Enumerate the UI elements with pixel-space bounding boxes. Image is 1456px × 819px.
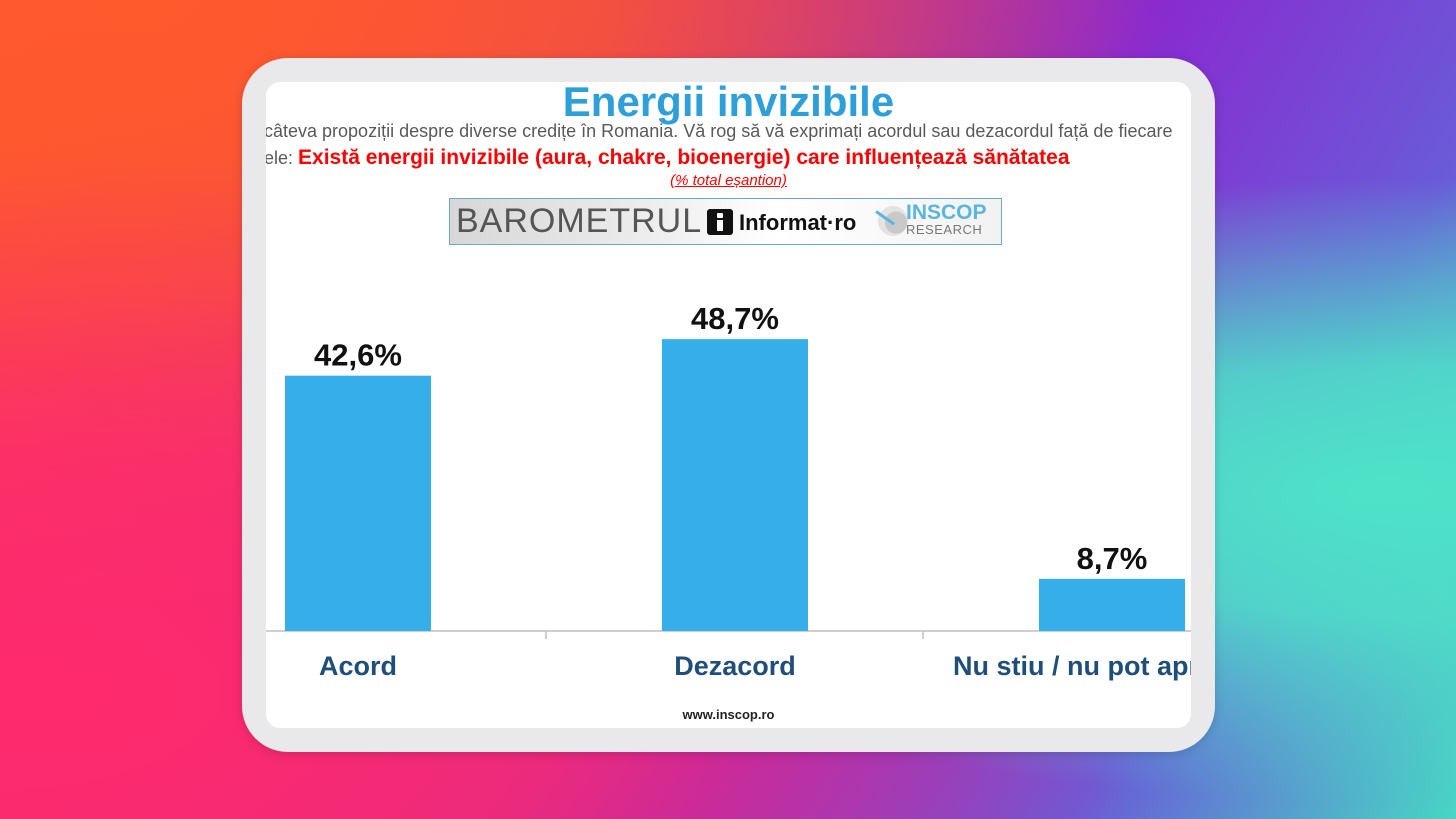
category-label-1: Dezacord [674,651,796,681]
statement-prefix: ele: [266,148,299,168]
category-label-2: Nu stiu / nu pot aprecia [953,651,1191,681]
informat-icon [707,209,733,235]
data-label-1: 48,7% [691,301,779,336]
barometrul-logo: BAROMETRUL [456,202,703,240]
informat-logo: Informat·ro [739,210,857,235]
inscop-logo: INSCOP [906,201,987,224]
bar-0 [285,375,431,631]
bar-1 [662,339,808,631]
slide-screen: Energii invizibile câteva propoziții des… [266,82,1191,728]
logo-banner: BAROMETRUL Informat·ro INSCOP RESEARCH [449,198,1002,245]
research-logo: RESEARCH [906,222,983,237]
bar-chart: 42,6% Acord 48,7% Dezacord 8,7% Nu stiu / nu … [266,301,1191,681]
statement-line: ele: Există energii invizibile (aura, ch… [266,146,1070,172]
inscop-icon [878,206,908,236]
data-label-2: 8,7% [1077,541,1148,576]
statement-text: Există energii invizibile (aura, chakre,… [298,146,1070,169]
slide-title: Energii invizibile [562,82,895,125]
footer-url: www.inscop.ro [682,707,775,722]
intro-text: câteva propoziții despre diverse credițe… [266,121,1173,141]
sample-note: (% total eșantion) [670,172,787,189]
bar-2 [1039,578,1185,631]
category-label-0: Acord [319,651,397,681]
data-label-0: 42,6% [314,338,402,373]
